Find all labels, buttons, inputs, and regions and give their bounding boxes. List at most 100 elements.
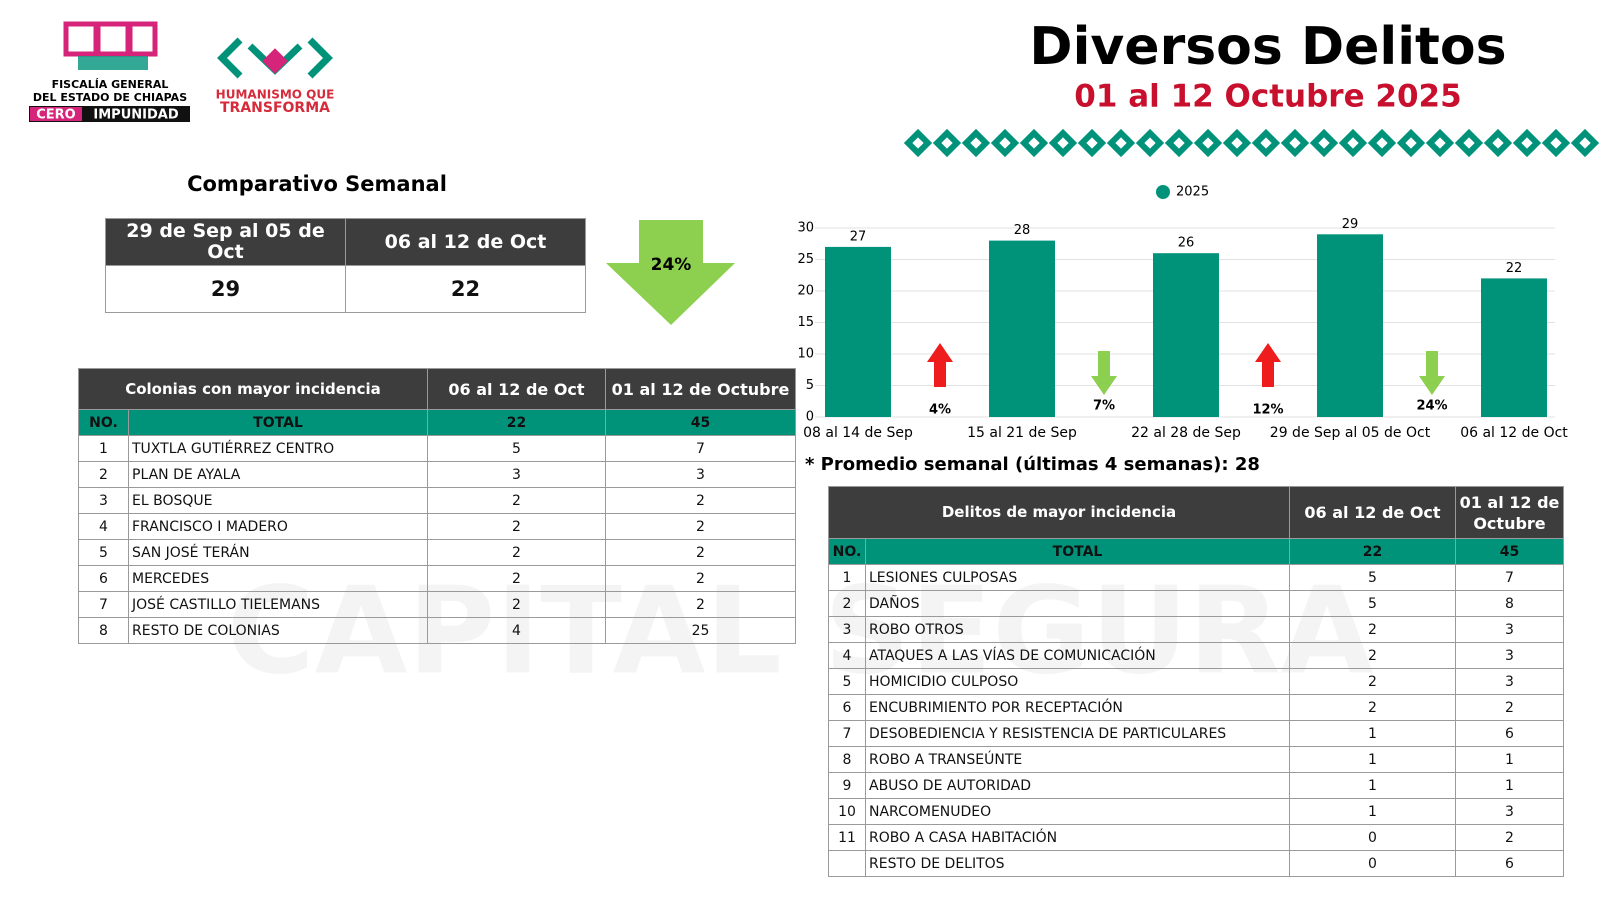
row-name: ROBO A TRANSEÚNTE <box>865 746 1290 773</box>
row-value: 1 <box>1289 746 1456 773</box>
diamond-inner <box>1521 137 1533 149</box>
row-value: 3 <box>1455 798 1564 825</box>
diamond-inner <box>1550 137 1562 149</box>
row-name: ABUSO DE AUTORIDAD <box>865 772 1290 799</box>
row-value: 3 <box>828 616 866 643</box>
row-name: ROBO OTROS <box>865 616 1290 643</box>
change-label: 7% <box>1093 399 1115 414</box>
row-value: 2 <box>1289 668 1456 695</box>
diamond-inner <box>1057 137 1069 149</box>
bar <box>1317 234 1383 417</box>
bar <box>825 246 891 417</box>
row-value: 1 <box>78 435 129 462</box>
y-tick-label: 5 <box>806 378 814 393</box>
total-cell: NO. <box>828 538 866 565</box>
row-value: 8 <box>828 746 866 773</box>
data-row: 9 ABUSO DE AUTORIDAD 1 1 <box>828 772 1564 799</box>
logo-text: DEL ESTADO DE CHIAPAS <box>33 91 187 104</box>
bar <box>1153 253 1219 417</box>
title: Diversos Delitos <box>1029 17 1506 77</box>
change-label: 12% <box>1252 403 1283 418</box>
total-row: NO. TOTAL 22 45 <box>828 538 1564 565</box>
row-value: 1 <box>1455 746 1564 773</box>
total-cell: TOTAL <box>865 538 1290 565</box>
row-value: 2 <box>427 591 606 618</box>
row-value: 2 <box>1289 642 1456 669</box>
change-arrow <box>1091 351 1117 395</box>
row-name: DESOBEDIENCIA Y RESISTENCIA DE PARTICULA… <box>865 720 1290 747</box>
diamond-inner <box>1260 137 1272 149</box>
data-row: RESTO DE DELITOS 0 6 <box>828 850 1564 877</box>
value-label: 26 <box>1178 236 1195 251</box>
diamond-inner <box>941 137 953 149</box>
data-row: 3 ROBO OTROS 2 3 <box>828 616 1564 643</box>
data-row: 2 PLAN DE AYALA 3 3 <box>78 461 796 488</box>
diamond-inner <box>1028 137 1040 149</box>
row-value: 4 <box>828 642 866 669</box>
logo-badge: CERO <box>36 108 75 123</box>
x-tick-label: 06 al 12 de Oct <box>1460 425 1568 441</box>
row-value: 3 <box>605 461 796 488</box>
data-row: 10 NARCOMENUDEO 1 3 <box>828 798 1564 825</box>
row-value: 2 <box>427 487 606 514</box>
data-row: 8 RESTO DE COLONIAS 4 25 <box>78 617 796 644</box>
data-row: 3 EL BOSQUE 2 2 <box>78 487 796 514</box>
row-name: ATAQUES A LAS VÍAS DE COMUNICACIÓN <box>865 642 1290 669</box>
weekly-title: Comparativo Semanal <box>187 172 447 196</box>
diamond-inner <box>1434 137 1446 149</box>
row-value: 2 <box>828 590 866 617</box>
data-row: 8 ROBO A TRANSEÚNTE 1 1 <box>828 746 1564 773</box>
row-name: NARCOMENUDEO <box>865 798 1290 825</box>
decorative-border <box>903 128 1600 158</box>
colonias-table: Colonias con mayor incidencia 06 al 12 de… <box>78 368 796 644</box>
header-cell: Colonias con mayor incidencia <box>78 368 428 410</box>
row-value: 5 <box>1289 564 1456 591</box>
row-name: LESIONES CULPOSAS <box>865 564 1290 591</box>
change-label: 24% <box>1416 399 1447 414</box>
diamond-inner <box>1579 137 1591 149</box>
total-cell: NO. <box>78 409 129 436</box>
y-tick-label: 15 <box>797 315 814 330</box>
diamond-inner <box>1405 137 1417 149</box>
row-value: 0 <box>1289 824 1456 851</box>
row-value: 5 <box>78 539 129 566</box>
y-tick-label: 25 <box>797 252 814 267</box>
row-value: 6 <box>828 694 866 721</box>
value-label: 29 <box>1342 217 1359 232</box>
y-tick-label: 10 <box>797 347 814 362</box>
y-tick-label: 0 <box>806 410 814 425</box>
row-name: PLAN DE AYALA <box>128 461 428 488</box>
row-value: 2 <box>605 487 796 514</box>
diamond-inner <box>912 137 924 149</box>
row-value: 25 <box>605 617 796 644</box>
diamond-inner <box>1318 137 1330 149</box>
row-name: RESTO DE DELITOS <box>865 850 1290 877</box>
x-tick-label: 15 al 21 de Sep <box>967 425 1077 441</box>
row-value: 3 <box>78 487 129 514</box>
total-cell: TOTAL <box>128 409 428 436</box>
data-row: 4 ATAQUES A LAS VÍAS DE COMUNICACIÓN 2 3 <box>828 642 1564 669</box>
total-cell: 22 <box>1289 538 1456 565</box>
total-cell: 45 <box>605 409 796 436</box>
subtitle: 01 al 12 Octubre 2025 <box>1074 79 1461 115</box>
header-cell: 06 al 12 de Oct <box>345 218 586 266</box>
data-row: 7 JOSÉ CASTILLO TIELEMANS 2 2 <box>78 591 796 618</box>
change-arrow <box>1419 351 1445 395</box>
row-value: 3 <box>427 461 606 488</box>
row-value: 11 <box>828 824 866 851</box>
x-tick-label: 29 de Sep al 05 de Oct <box>1270 425 1431 441</box>
bar <box>989 240 1055 417</box>
row-value: 9 <box>828 772 866 799</box>
data-row: 7 DESOBEDIENCIA Y RESISTENCIA DE PARTICUL… <box>828 720 1564 747</box>
row-name: HOMICIDIO CULPOSO <box>865 668 1290 695</box>
row-name: ROBO A CASA HABITACIÓN <box>865 824 1290 851</box>
logo-fiscalia: FISCALÍA GENERAL DEL ESTADO DE CHIAPAS C… <box>29 21 190 123</box>
row-value: 6 <box>78 565 129 592</box>
diamond-inner <box>1202 137 1214 149</box>
row-value: 5 <box>427 435 606 462</box>
change-label: 4% <box>929 403 951 418</box>
row-name: MERCEDES <box>128 565 428 592</box>
row-value: 2 <box>1455 824 1564 851</box>
delitos-table: Delitos de mayor incidencia 06 al 12 de O… <box>828 486 1564 877</box>
average-note: * Promedio semanal (últimas 4 semanas): … <box>805 454 1260 475</box>
